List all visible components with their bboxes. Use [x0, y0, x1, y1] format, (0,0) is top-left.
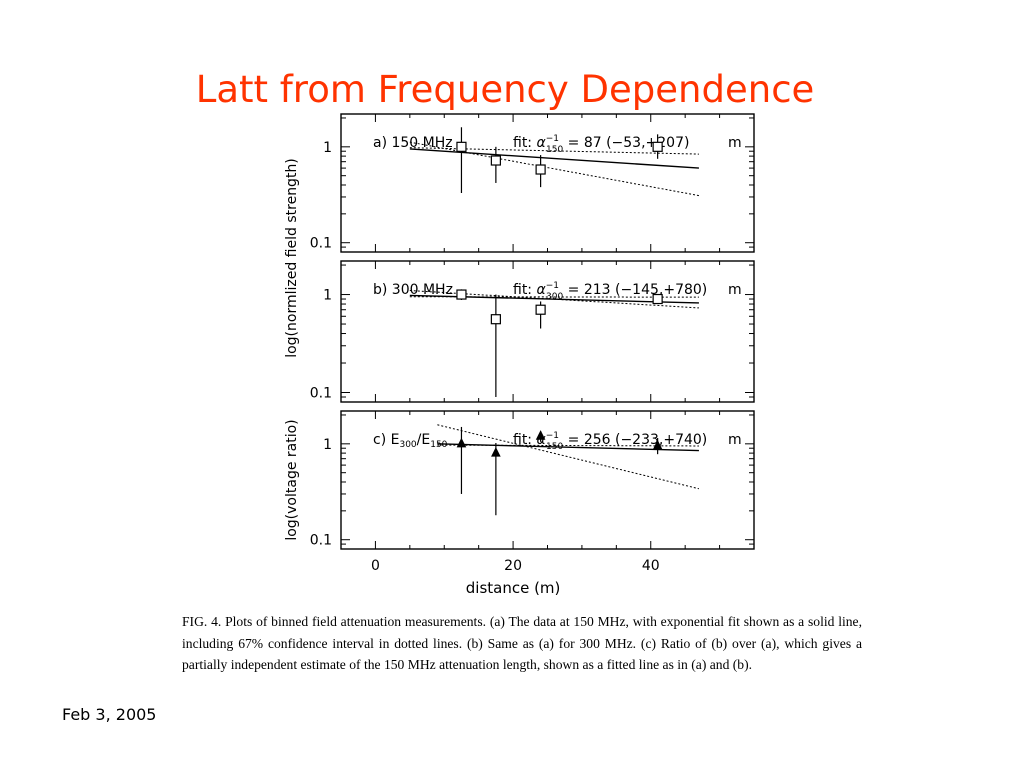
fit-label: fit: α−1 150 = 87 (−53,+207)	[513, 134, 689, 155]
panel-label-sub: 300	[399, 440, 416, 450]
fit-line	[409, 148, 699, 169]
data-point	[535, 430, 546, 440]
x-axis-label: distance (m)	[466, 579, 561, 597]
panel-label: a) 150 MHz	[373, 135, 453, 151]
attenuation-figure: 0.11 a) 150 MHz fit: α−1 150 = 87 (−53,+207…	[284, 113, 755, 597]
y-axis-label-bottom: log(voltage ratio)	[284, 419, 300, 540]
fit-label-sup: −1	[546, 134, 559, 144]
fit-label-value: = 87 (−53,+207)	[563, 135, 689, 151]
fit-label-unit: m	[728, 432, 742, 448]
data-point	[456, 289, 467, 300]
fit-label-unit: m	[728, 282, 742, 298]
y-tick-label: 0.1	[310, 533, 332, 549]
data-point	[490, 155, 501, 166]
y-tick-label: 0.1	[310, 236, 332, 252]
panel-2: 0.11 b) 300 MHz fit: α−1 300 = 213 (−145,+7…	[310, 260, 755, 403]
fit-line	[437, 443, 699, 452]
data-point	[652, 293, 663, 305]
x-tick-label: 40	[642, 558, 660, 574]
slide-title: Latt from Frequency Dependence	[195, 68, 815, 111]
confidence-line	[437, 424, 700, 490]
data-point	[652, 141, 663, 152]
slide-footer-date: Feb 3, 2005	[62, 705, 157, 724]
y-tick-label: 1	[323, 140, 332, 156]
figure-caption: FIG. 4. Plots of binned field attenuatio…	[182, 614, 862, 672]
panel-label-text: /E	[417, 432, 431, 448]
data-point	[456, 141, 467, 152]
x-tick-label: 0	[371, 558, 380, 574]
y-axis-label-top: log(normlized field strength)	[284, 158, 300, 358]
data-point	[652, 439, 663, 450]
data-point	[491, 447, 501, 457]
panel-label-text: c) E	[373, 432, 399, 448]
fit-label-sub: 150	[546, 145, 563, 155]
fit-label-sup: −1	[546, 281, 559, 291]
y-tick-label: 0.1	[310, 386, 332, 402]
fit-label-value: = 256 (−233,+740)	[563, 432, 707, 448]
data-point	[535, 304, 546, 315]
panel-label-text: a) 150 MHz	[373, 135, 453, 151]
x-tick-label: 20	[504, 558, 522, 574]
panel-label-text: b) 300 MHz	[373, 282, 453, 298]
fit-label-symbol: α	[536, 135, 546, 151]
panel-label: c) E300/E150	[373, 432, 448, 450]
data-point	[535, 164, 546, 175]
fit-label-unit: m	[728, 135, 742, 151]
y-tick-label: 1	[323, 288, 332, 304]
fit-label-sup: −1	[546, 431, 559, 441]
fit-label-symbol: α	[536, 282, 546, 298]
fit-label-symbol: α	[536, 432, 546, 448]
panel-label: b) 300 MHz	[373, 282, 453, 298]
y-tick-label: 1	[323, 437, 332, 453]
fit-label-prefix: fit:	[513, 282, 536, 298]
panel-1: 0.1 1 a) 150 MHz fit: α−1 150 = 87 (−53,+207…	[310, 113, 755, 253]
fit-label-prefix: fit:	[513, 135, 536, 151]
data-point	[490, 314, 501, 325]
fit-label-prefix: fit:	[513, 432, 536, 448]
data-point	[456, 437, 467, 448]
fit-label-value: = 213 (−145,+780)	[563, 282, 707, 298]
